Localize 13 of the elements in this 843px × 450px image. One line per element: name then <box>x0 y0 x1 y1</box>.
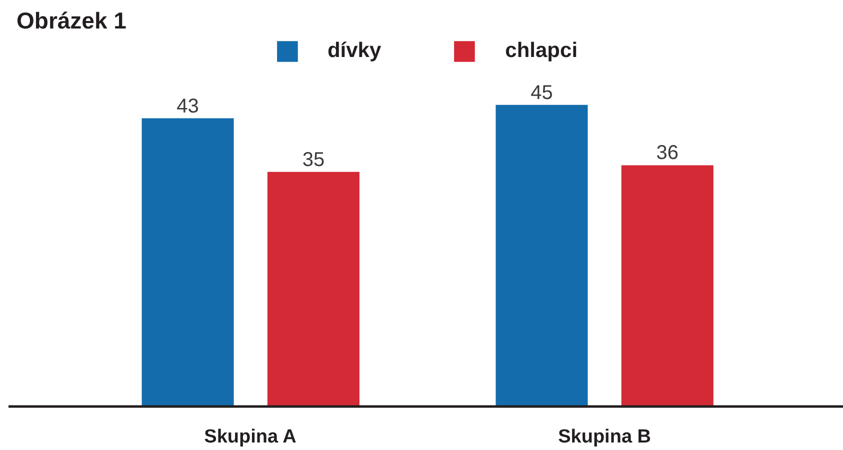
x-tick-label: Skupina A <box>204 426 297 448</box>
data-label: 35 <box>302 148 325 171</box>
data-label: 45 <box>530 82 553 104</box>
bar <box>621 165 714 406</box>
data-label: 36 <box>656 142 679 164</box>
legend-label: dívky <box>327 39 382 63</box>
x-tick-label: Skupina B <box>558 426 652 448</box>
data-label: 43 <box>176 95 199 118</box>
bar <box>267 172 360 406</box>
bar <box>142 118 234 406</box>
legend-label: chlapci <box>505 39 578 63</box>
bar <box>496 104 588 406</box>
chart-title: Obrázek 1 <box>16 8 127 34</box>
